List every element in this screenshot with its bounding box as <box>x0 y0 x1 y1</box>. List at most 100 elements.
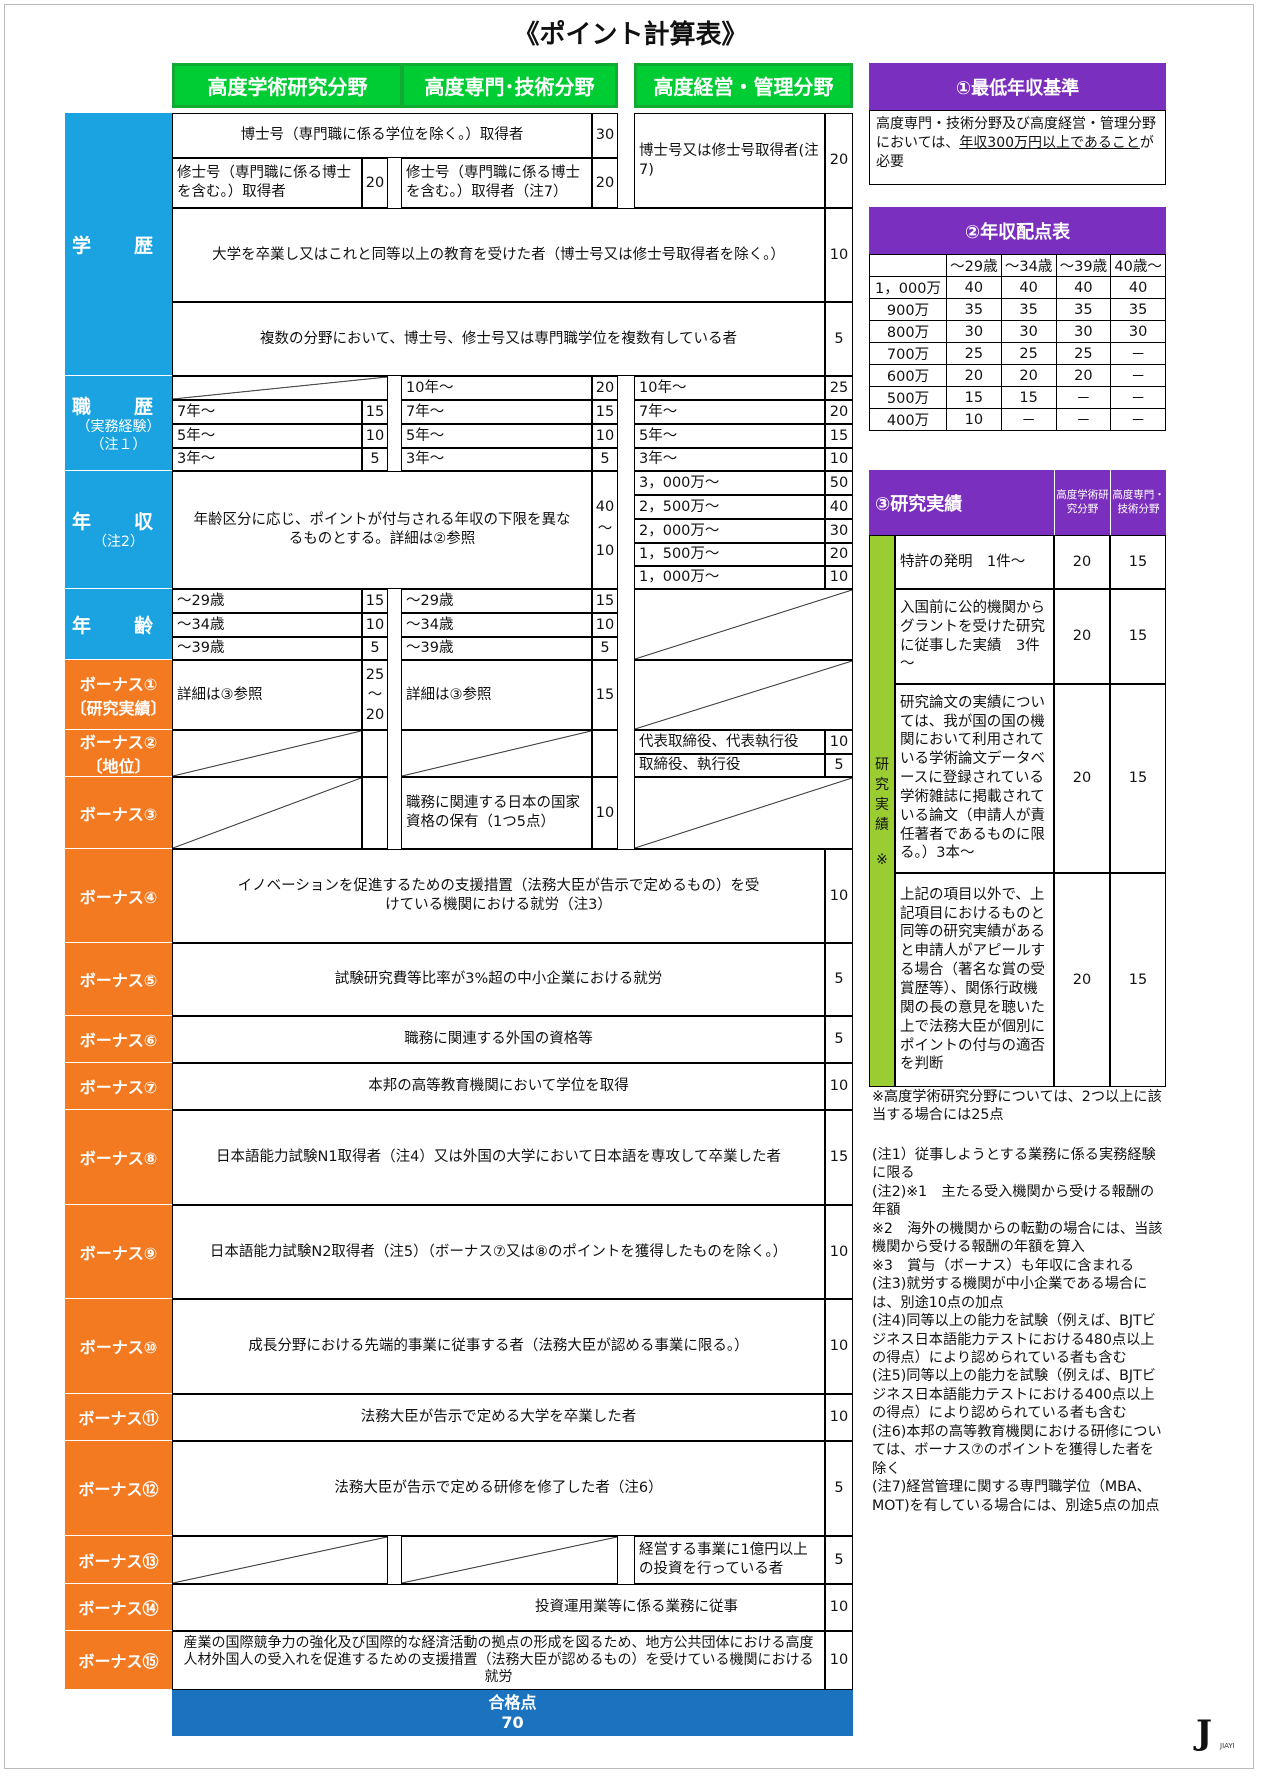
research-row-academic: 20 <box>1054 873 1110 1087</box>
income-text: 年齢区分に応じ、ポイントが付与される年収の下限を異なるものとする。詳細は②参照 <box>172 471 592 589</box>
category-bonus-15: ボーナス⑮ <box>65 1631 172 1690</box>
income-mgmt-pt: 10 <box>825 566 853 589</box>
category-age: 年 齢 <box>65 589 172 660</box>
note-item: (注1）従事しようとする業務に係る実務経験に限る <box>872 1147 1156 1182</box>
income-mgmt-row: 1，500万～ <box>634 543 825 566</box>
career-tech-row: 5年～ <box>401 424 592 448</box>
bonus6-pt: 5 <box>825 1016 853 1063</box>
note-item: (注6)本邦の高等教育機関における研修については、ボーナス⑦のポイントを獲得した… <box>872 1423 1162 1477</box>
research-col-tech: 高度専門・技術分野 <box>1110 470 1166 535</box>
edu-doctor-text: 博士号（専門職に係る学位を除く。）取得者 <box>172 113 592 158</box>
bonus3-academic-empty <box>172 777 362 849</box>
career-tech-row: 10年～ <box>401 376 592 400</box>
bonus1-mgmt-empty <box>634 660 853 730</box>
career-tech-pt: 15 <box>592 400 618 424</box>
income-mgmt-row: 2，500万～ <box>634 495 825 519</box>
category-bonus-2: ボーナス② 〔地位〕 <box>65 730 172 777</box>
career-mgmt-pt: 20 <box>825 400 853 424</box>
note-item: (注7)経営管理に関する専門職学位（MBA、MOT)を有している場合には、別途5… <box>872 1479 1160 1514</box>
age-academic-row: ～39歳 <box>172 637 362 660</box>
research-note: ※高度学術研究分野については、2つ以上に該当する場合には25点 <box>872 1089 1162 1124</box>
bonus15-text: 産業の国際競争力の強化及び国際的な経済活動の拠点の形成を図るため、地方公共団体に… <box>172 1631 825 1690</box>
research-row-text: 研究論文の実績については、我が国の国の機関において利用されている学術論文データベ… <box>895 684 1054 873</box>
bonus2-academic-pt-empty <box>362 730 388 777</box>
research-row-tech: 15 <box>1110 684 1166 873</box>
research-row-academic: 20 <box>1054 684 1110 873</box>
page-title: 《ポイント計算表》 <box>513 20 748 50</box>
note-item: (注2)※1 主たる受入機関から受ける報酬の年額 <box>872 1183 1155 1219</box>
bonus2-mgmt-pt: 10 <box>825 730 853 754</box>
category-income: 年 収 （注2） <box>65 471 172 589</box>
age-academic-row: ～29歳 <box>172 589 362 613</box>
age-academic-pt: 10 <box>362 613 388 637</box>
category-bonus-14: ボーナス⑭ <box>65 1584 172 1631</box>
bonus15-pt: 10 <box>825 1631 853 1690</box>
career-mgmt-row: 5年～ <box>634 424 825 448</box>
category-bonus-5: ボーナス⑤ <box>65 943 172 1016</box>
career-mgmt-pt: 15 <box>825 424 853 448</box>
bonus8-text: 日本語能力試験N1取得者（注4）又は外国の大学において日本語を専攻して卒業した者 <box>172 1110 825 1205</box>
bonus1-tech-text: 詳細は③参照 <box>401 660 592 730</box>
bonus13-tech-empty <box>401 1536 618 1584</box>
edu-master-academic-text: 修士号（専門職に係る博士を含む。）取得者 <box>172 158 362 208</box>
header-mgmt: 高度経営・管理分野 <box>634 63 853 108</box>
note-item: ※2 海外の機関からの転勤の場合には、当該機関から受ける報酬の年額を算入 <box>872 1220 1163 1256</box>
bonus2-mgmt-row: 代表取締役、代表執行役 <box>634 730 825 754</box>
pass-score: 合格点 70 <box>172 1690 853 1736</box>
research-side-label: 研究実績 ※ <box>869 535 895 1087</box>
note-item: (注3)就労する機関が中小企業である場合には、別途10点の加点 <box>872 1276 1148 1311</box>
income-mgmt-pt: 30 <box>825 519 853 543</box>
age-mgmt-empty <box>634 589 853 660</box>
edu-bachelor-pt: 10 <box>825 208 853 302</box>
career-mgmt-row: 10年～ <box>634 376 825 400</box>
career-mgmt-row: 7年～ <box>634 400 825 424</box>
career-academic-pt: 10 <box>362 424 388 448</box>
research-col-academic: 高度学術研究分野 <box>1054 470 1110 535</box>
career-tech-row: 7年～ <box>401 400 592 424</box>
page-frame <box>4 4 1254 1769</box>
note-item: (注4)同等以上の能力を試験（例えば、BJTビジネス日本語能力テストにおける48… <box>872 1313 1156 1366</box>
bonus1-academic-pt: 25 ～ 20 <box>362 660 388 730</box>
age-tech-pt: 15 <box>592 589 618 613</box>
category-bonus-9: ボーナス⑨ <box>65 1205 172 1299</box>
bonus5-pt: 5 <box>825 943 853 1016</box>
edu-mgmt-text: 博士号又は修士号取得者(注7) <box>634 113 825 208</box>
header-tech: 高度専門･技術分野 <box>401 63 618 108</box>
category-bonus-8: ボーナス⑧ <box>65 1110 172 1205</box>
note-item: (注5)同等以上の能力を試験（例えば、BJTビジネス日本語能力テストにおける40… <box>872 1368 1156 1422</box>
age-tech-pt: 5 <box>592 637 618 660</box>
career-academic-empty <box>172 376 388 400</box>
income-mgmt-row: 2，000万～ <box>634 519 825 543</box>
age-tech-row: ～34歳 <box>401 613 592 637</box>
career-mgmt-pt: 25 <box>825 376 853 400</box>
career-academic-pt: 5 <box>362 448 388 471</box>
bonus14-text: 投資運用業等に係る業務に従事 <box>172 1584 825 1631</box>
bonus2-tech-pt-empty <box>592 730 618 777</box>
bonus12-pt: 5 <box>825 1441 853 1536</box>
bonus6-text: 職務に関連する外国の資格等 <box>172 1016 825 1063</box>
research-row-tech: 15 <box>1110 535 1166 589</box>
bonus13-pt: 5 <box>825 1536 853 1584</box>
edu-master-academic-pt: 20 <box>362 158 388 208</box>
career-mgmt-pt: 10 <box>825 448 853 471</box>
age-tech-row: ～39歳 <box>401 637 592 660</box>
bonus13-mgmt-text: 経営する事業に1億円以上の投資を行っている者 <box>634 1536 825 1584</box>
bonus2-academic-empty <box>172 730 362 777</box>
category-bonus-11: ボーナス⑪ <box>65 1394 172 1441</box>
career-tech-pt: 20 <box>592 376 618 400</box>
bonus10-text: 成長分野における先端的事業に従事する者（法務大臣が認める事業に限る。） <box>172 1299 825 1394</box>
edu-bachelor-text: 大学を卒業し又はこれと同等以上の教育を受けた者（博士号又は修士号取得者を除く。） <box>172 208 825 302</box>
age-academic-pt: 5 <box>362 637 388 660</box>
edu-master-tech-pt: 20 <box>592 158 618 208</box>
research-row-tech: 15 <box>1110 873 1166 1087</box>
bonus12-text: 法務大臣が告示で定める研修を修了した者（注6） <box>172 1441 825 1536</box>
income-mgmt-pt: 20 <box>825 543 853 566</box>
research-row-text: 上記の項目以外で、上記項目におけるものと同等の研究実績があると申請人がアピールす… <box>895 873 1054 1087</box>
income-mgmt-pt: 50 <box>825 471 853 495</box>
edu-master-tech-text: 修士号（専門職に係る博士を含む。）取得者（注7） <box>401 158 592 208</box>
edu-multiple-text: 複数の分野において、博士号、修士号又は専門職学位を複数有している者 <box>172 302 825 376</box>
bonus5-text: 試験研究費等比率が3%超の中小企業における就労 <box>172 943 825 1016</box>
research-row-text: 特許の発明 1件～ <box>895 535 1054 589</box>
research-row-tech: 15 <box>1110 589 1166 684</box>
category-bonus-4: ボーナス④ <box>65 849 172 943</box>
